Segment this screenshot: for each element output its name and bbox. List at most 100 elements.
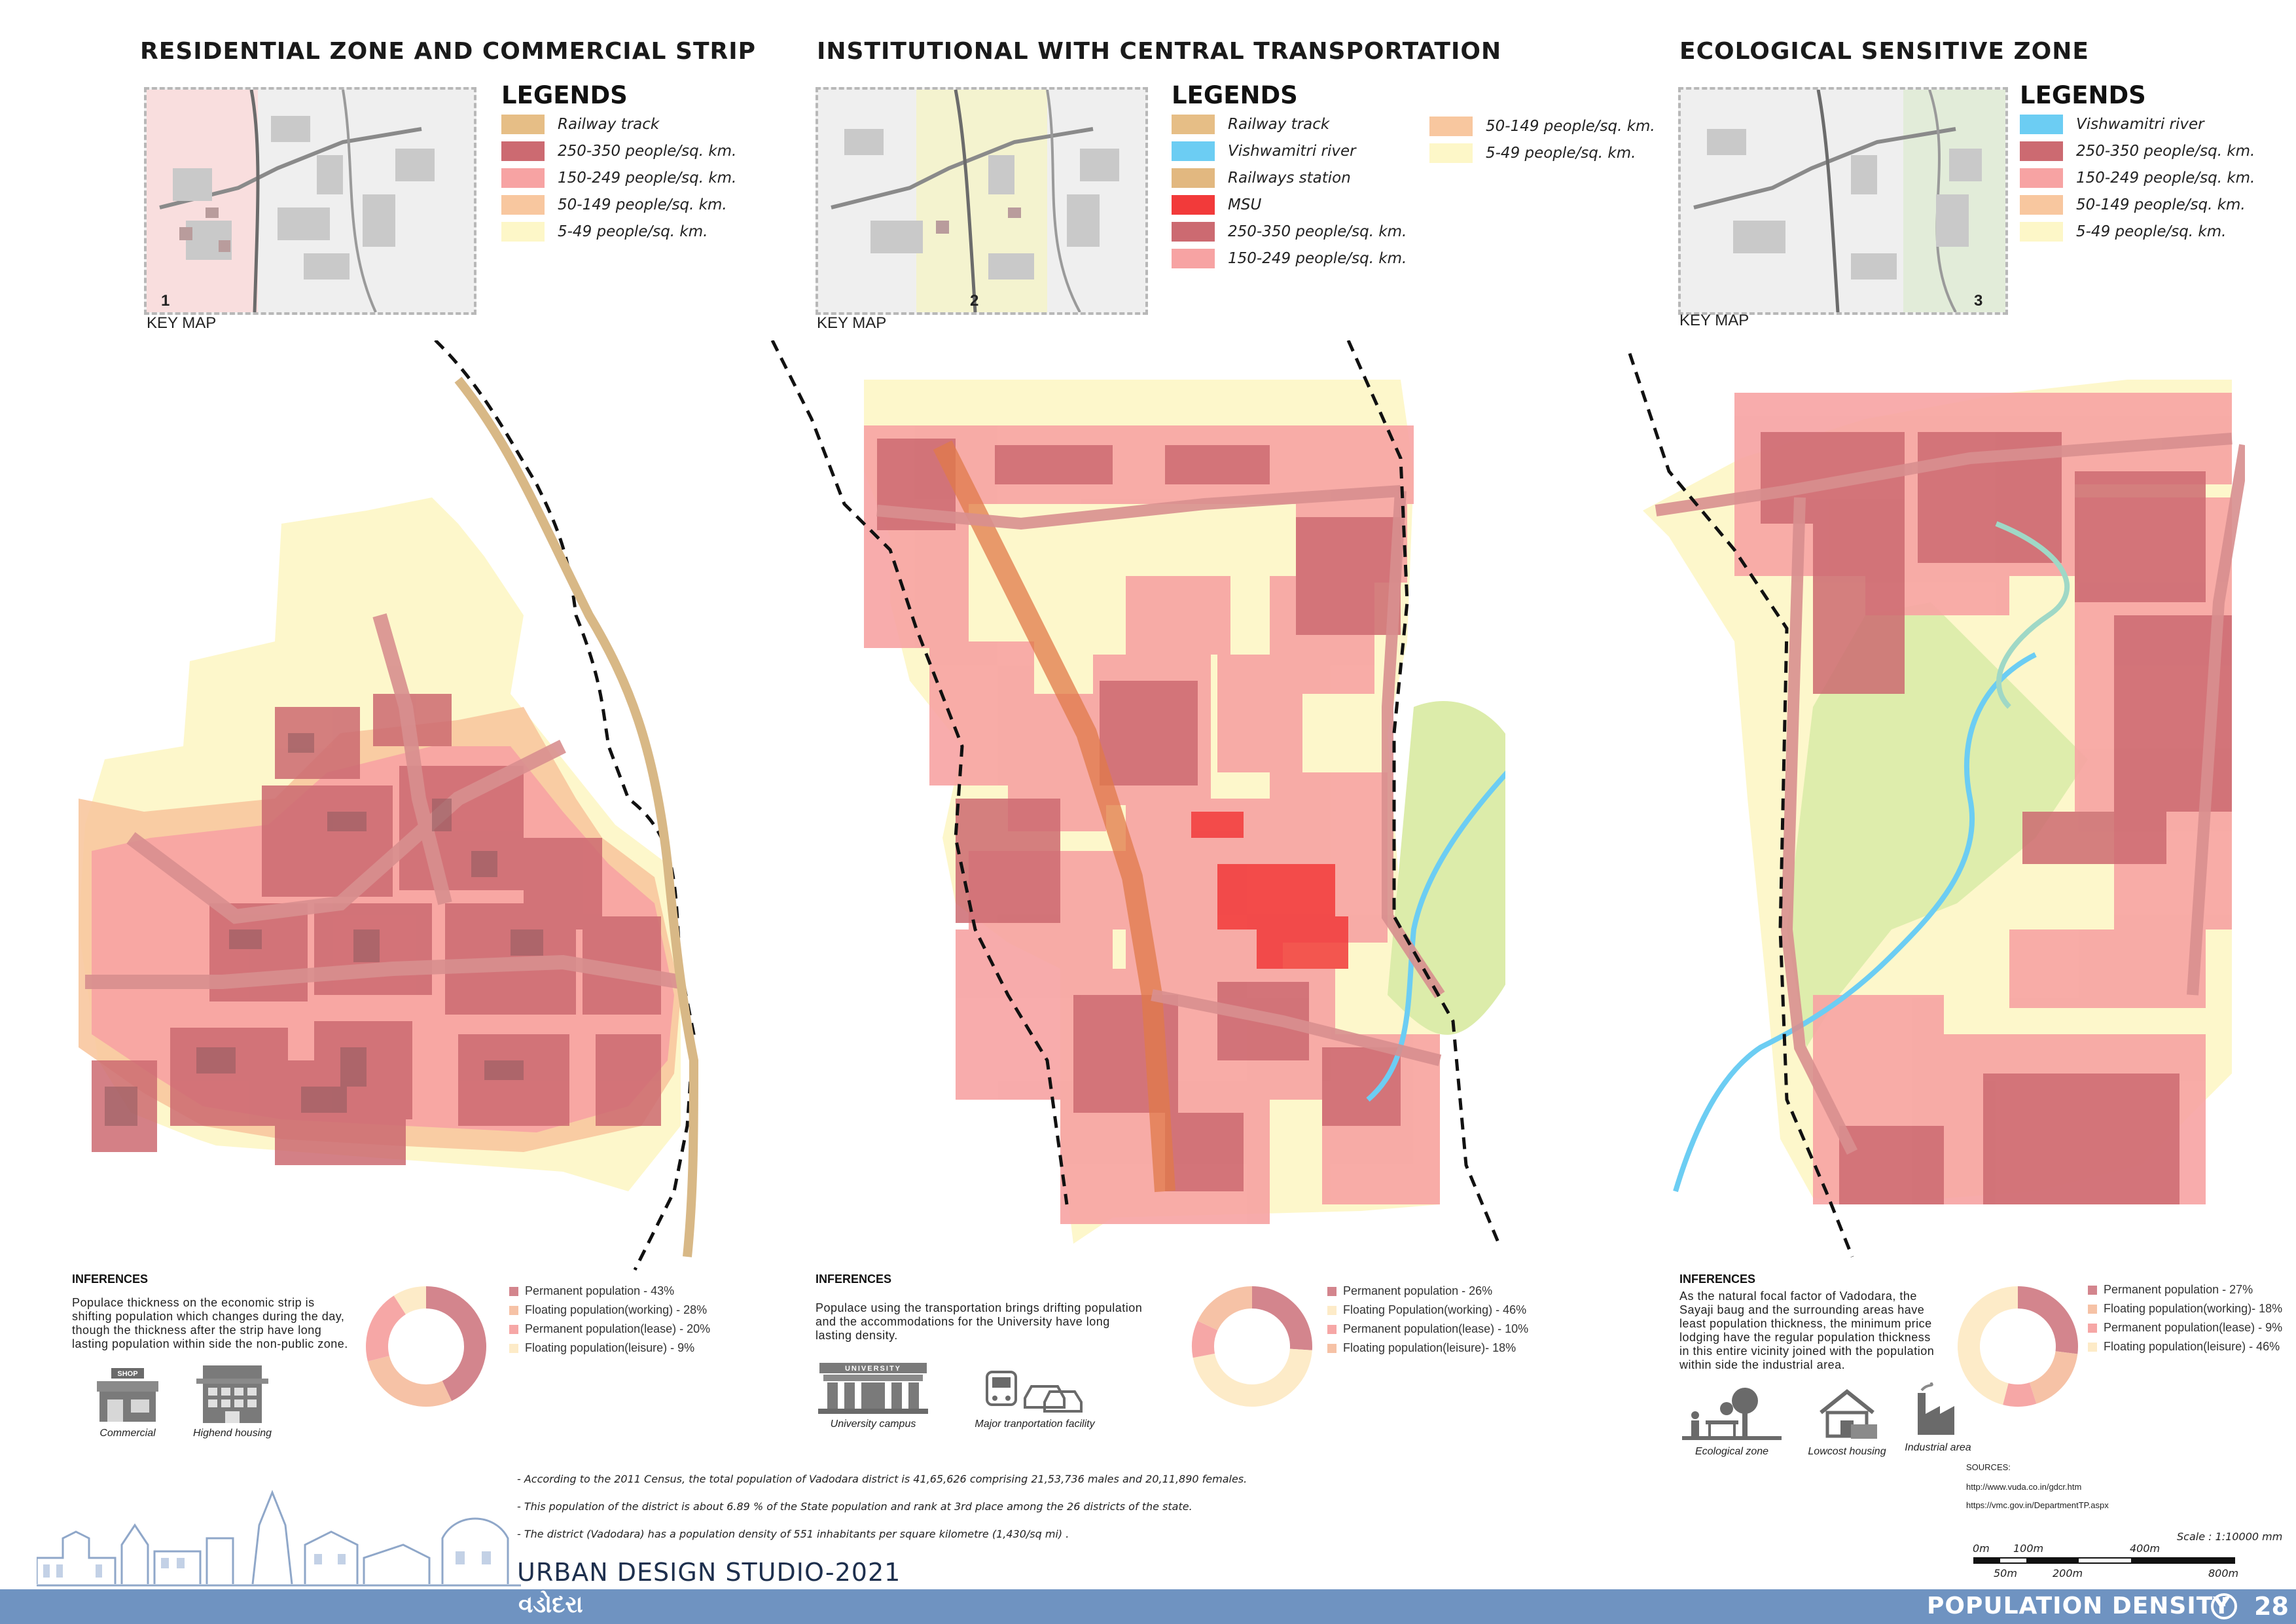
pie-legend-item: Permanent population(lease) - 20% [509,1320,710,1339]
ecological-caption: Ecological zone [1695,1446,1769,1457]
legend-3-item: Vishwamitri river [2020,111,2255,137]
pie-swatch [509,1286,518,1296]
pie-slice [1958,1286,2018,1405]
inferences-1-text: Populace thickness on the economic strip… [72,1296,348,1350]
section-1-title: RESIDENTIAL ZONE AND COMMERCIAL STRIP [140,38,757,65]
commercial-caption: Commercial [99,1428,156,1439]
keymap-2-number: 2 [970,292,979,310]
sources-title: SOURCES: [1966,1462,2011,1472]
pie-swatch [1327,1324,1336,1334]
legend-label: Railways station [1228,169,1351,187]
density-map-3-drawing [1628,353,2245,1257]
pie-legend-item: Permanent population(lease) - 10% [1327,1320,1528,1339]
scale-tick-top: 100m [2013,1542,2044,1555]
pie-legend-3: Permanent population - 27% Floating popu… [2088,1280,2282,1356]
pie-label: Permanent population - 43% [525,1284,675,1297]
legend-3-item: 250-350 people/sq. km. [2020,137,2255,164]
legend-2-item: 250-350 people/sq. km. [1172,218,1407,245]
pie-label: Floating Population(working) - 46% [1343,1303,1527,1316]
scale-tick-bottom: 800m [2208,1567,2239,1579]
studio-title: URBAN DESIGN STUDIO-2021 [517,1558,901,1587]
pie-slice [2029,1351,2078,1404]
scale-tick-bottom: 50m [1994,1567,2017,1579]
keymap-2-drawing [818,90,1145,312]
legend-2-item: 50-149 people/sq. km. [1429,113,1655,139]
source-link-2[interactable]: https://vmc.gov.in/DepartmentTP.aspx [1966,1500,2109,1510]
pie-swatch [1327,1286,1336,1296]
legend-3: LEGENDS Vishwamitri river 250-350 people… [2020,81,2255,245]
pie-slice [426,1286,486,1401]
legend-1-item: 250-350 people/sq. km. [501,137,736,164]
legend-2-item: Railway track [1172,111,1407,137]
page-title: POPULATION DENSITY [1927,1593,2231,1619]
density-map-1 [65,340,726,1283]
pie-swatch [509,1324,518,1334]
legend-swatch [501,221,545,242]
transport-caption: Major tranportation facility [975,1418,1095,1430]
keymap-3 [1678,87,2008,315]
pie-swatch [2088,1304,2097,1314]
pie-legend-item: Floating population(leisure)- 18% [1327,1339,1528,1358]
pie-legend-item: Floating population(leisure) - 46% [2088,1337,2282,1356]
pie-swatch [509,1305,518,1315]
keymap-2-label: KEY MAP [817,314,887,332]
legend-swatch [2020,141,2063,161]
legend-swatch [2020,168,2063,188]
lowcost-housing-icon [1820,1389,1877,1439]
keymap-3-label: KEY MAP [1679,312,1749,329]
pie-legend-item: Permanent population - 27% [2088,1280,2282,1299]
pie-legend-item: Permanent population - 43% [509,1282,710,1301]
pie-chart-3-svg [1958,1286,2078,1407]
legend-1-item: 50-149 people/sq. km. [501,191,736,218]
legend-label: 50-149 people/sq. km. [1486,117,1655,135]
pie-label: Floating population(leisure) - 9% [525,1341,695,1354]
legend-1: LEGENDS Railway track 250-350 people/sq.… [501,81,736,245]
shop-icon: SHOP [97,1368,158,1422]
legend-1-item: 150-249 people/sq. km. [501,164,736,191]
legend-2-extra: 50-149 people/sq. km. 5-49 people/sq. km… [1429,113,1655,166]
skyline-drawing [35,1489,521,1587]
pie-label: Floating population(working)- 18% [2104,1302,2283,1315]
inferences-3-title: INFERENCES [1679,1272,1756,1286]
pie-legend-item: Permanent population(lease) - 9% [2088,1318,2282,1337]
pie-legend-1: Permanent population - 43% Floating popu… [509,1282,710,1358]
shop-sign-text: SHOP [117,1370,137,1378]
legend-label: 5-49 people/sq. km. [2076,223,2227,240]
clock-icon [2210,1592,2238,1621]
legend-3-title: LEGENDS [2020,81,2146,109]
legend-label: 50-149 people/sq. km. [2076,196,2246,213]
university-icon: UNIVERSITY [818,1363,928,1414]
inferences-2-title: INFERENCES [816,1272,892,1286]
source-link-1[interactable]: http://www.vuda.co.in/gdcr.htm [1966,1482,2082,1492]
legend-label: 50-149 people/sq. km. [558,196,727,213]
pie-label: Permanent population - 26% [1343,1284,1493,1297]
pie-label: Floating population(leisure) - 46% [2104,1340,2280,1353]
density-map-1-drawing [79,340,699,1271]
legend-swatch [2020,221,2063,242]
legend-swatch [1429,143,1473,163]
pie-slice [1192,1320,1218,1358]
pie-label: Permanent population - 27% [2104,1283,2253,1296]
ecological-icon-block: Ecological zone [1679,1386,1784,1458]
industrial-caption: Industrial area [1905,1442,1971,1453]
census-note-3: - The district (Vadodara) has a populati… [517,1528,1069,1540]
scale-bar: 0m 100m 400m 50m 200m 800m [1970,1542,2238,1581]
city-skyline-illustration [35,1486,521,1588]
scale-label: Scale : 1:10000 mm [2177,1530,2283,1543]
keymap-2 [816,87,1148,315]
housing-icon-block: Highend housing [190,1359,275,1439]
legend-label: 5-49 people/sq. km. [558,223,708,240]
legend-3-item: 5-49 people/sq. km. [2020,218,2255,245]
keymap-1-number: 1 [161,292,170,310]
legend-label: 150-249 people/sq. km. [2076,169,2255,187]
university-icon-block: UNIVERSITY University campus [814,1362,932,1430]
legend-label: Vishwamitri river [1228,142,1356,160]
scale-tick-top: 400m [2130,1542,2161,1555]
lowcost-caption: Lowcost housing [1808,1446,1886,1457]
lowcost-icon-block: Lowcost housing [1808,1386,1886,1458]
pie-swatch [1327,1305,1336,1315]
legend-swatch [501,141,545,161]
legend-label: 150-249 people/sq. km. [558,169,737,187]
legend-swatch [501,168,545,188]
pie-legend-2: Permanent population - 26% Floating Popu… [1327,1282,1528,1358]
